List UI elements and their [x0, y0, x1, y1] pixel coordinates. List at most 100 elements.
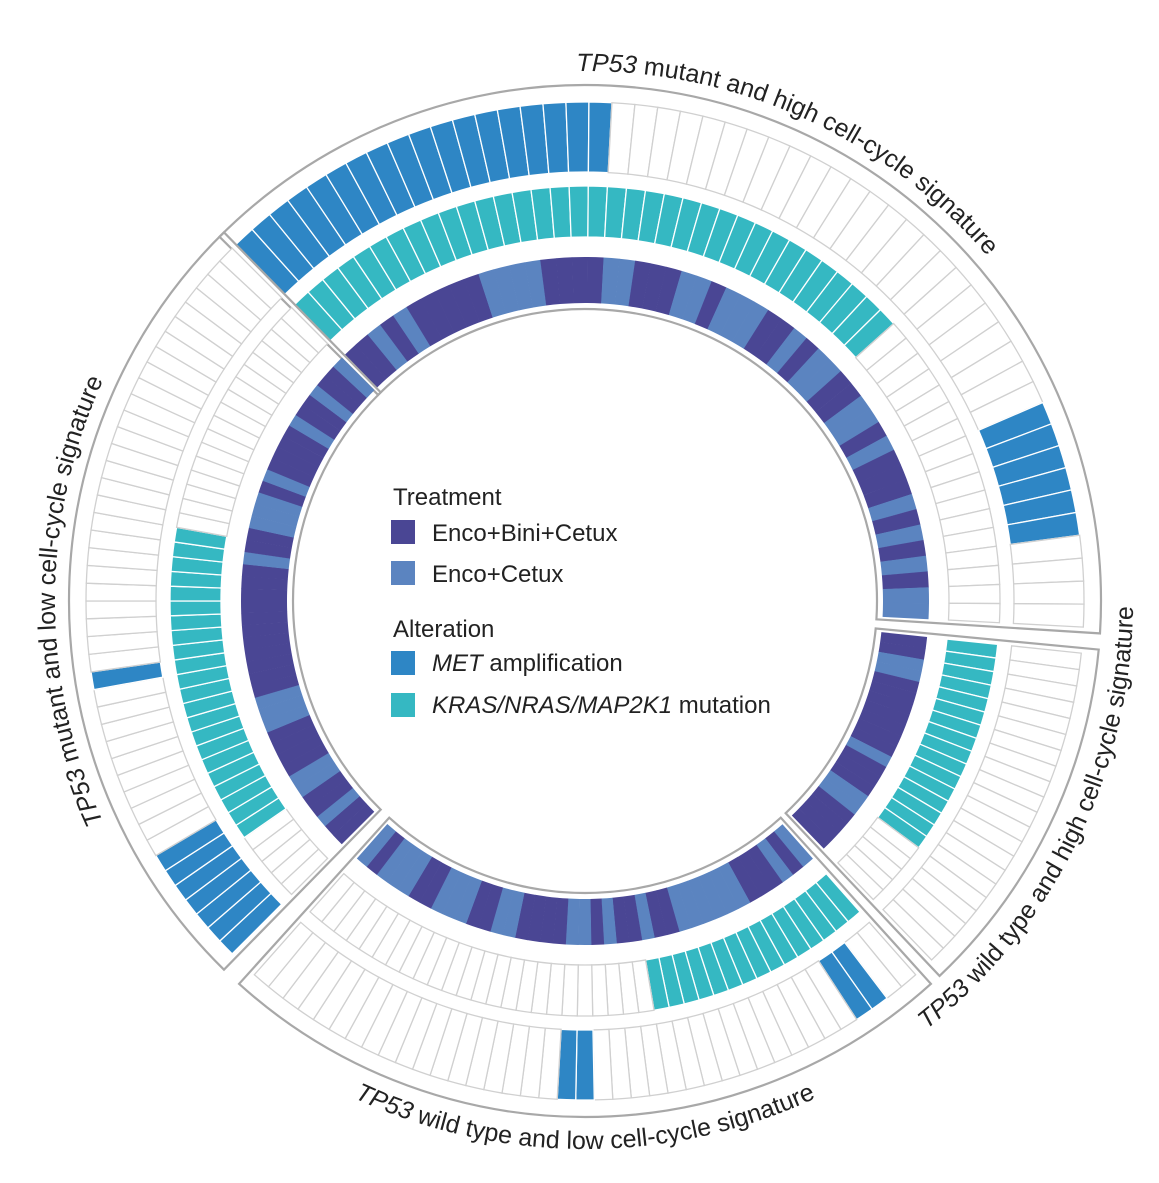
- treatment-cell: [258, 694, 306, 722]
- met-cell: [218, 247, 283, 310]
- treatment-cell: [882, 602, 929, 620]
- treatment-cell: [241, 576, 288, 591]
- group-segment-1: [217, 83, 1103, 635]
- treatment-cell: [645, 890, 668, 938]
- treatment-cell: [419, 862, 452, 909]
- group-outline: [217, 83, 1103, 635]
- treatment-cell: [355, 334, 397, 380]
- met-cell: [575, 1029, 595, 1101]
- treatment-cell: [687, 876, 716, 924]
- kras-cell: [169, 613, 223, 632]
- treatment-cell: [258, 480, 306, 507]
- treatment-cell: [731, 301, 769, 349]
- treatment-cell: [791, 808, 833, 849]
- treatment-cell: [514, 892, 536, 941]
- treatment-cell: [434, 285, 468, 334]
- treatment-cell: [755, 318, 795, 365]
- treatment-cell: [812, 786, 855, 824]
- group-outline: [67, 230, 383, 972]
- treatment-cell: [333, 803, 375, 845]
- treatment-cell: [406, 298, 443, 347]
- treatment-cell: [839, 421, 887, 458]
- treatment-cell: [241, 588, 288, 601]
- treatment-cell: [765, 831, 804, 876]
- legend-swatch-enco-bini-cetux: [391, 520, 415, 544]
- treatment-cell: [448, 279, 480, 328]
- treatment-cell: [708, 867, 740, 915]
- treatment-cell: [655, 266, 682, 316]
- treatment-cell: [797, 359, 842, 402]
- treatment-cell: [356, 824, 396, 867]
- treatment-cell: [262, 704, 310, 733]
- kras-cell: [576, 964, 594, 1017]
- treatment-cell: [244, 539, 292, 559]
- treatment-cell: [309, 384, 354, 423]
- treatment-cell: [881, 571, 929, 590]
- kras-cell: [549, 185, 572, 240]
- group-outline: [237, 816, 933, 1119]
- treatment-cell: [728, 856, 762, 903]
- treatment-cell: [527, 894, 547, 943]
- treatment-cell: [248, 515, 297, 538]
- treatment-cell: [376, 838, 414, 883]
- treatment-cell: [386, 844, 423, 890]
- treatment-cell: [840, 744, 887, 778]
- treatment-cell: [393, 306, 431, 354]
- treatment-cell: [333, 357, 375, 398]
- treatment-cell: [872, 509, 921, 535]
- legend-label-enco-cetux: Enco+Cetux: [432, 561, 563, 588]
- treatment-cell: [316, 787, 360, 827]
- kras-cell: [309, 872, 356, 923]
- treatment-cell: [666, 884, 692, 932]
- treatment-cell: [601, 897, 617, 945]
- treatment-cell: [420, 291, 455, 340]
- treatment-cell: [317, 375, 360, 415]
- met-cell: [882, 898, 945, 961]
- legend-label-enco-bini-cetux: Enco+Bini+Cetux: [432, 520, 617, 547]
- treatment-cell: [882, 587, 929, 604]
- legend-treatment-title: Treatment: [393, 484, 502, 511]
- treatment-cell: [777, 337, 819, 383]
- treatment-cell: [289, 752, 335, 787]
- treatment-cell: [835, 753, 881, 787]
- treatment-cell: [246, 653, 294, 675]
- treatment-cell: [493, 265, 520, 314]
- treatment-cell: [366, 831, 405, 875]
- treatment-cell: [698, 872, 728, 920]
- treatment-cell: [343, 344, 387, 389]
- kras-cell: [169, 585, 222, 602]
- treatment-cell: [254, 684, 303, 710]
- group-segment-3: [237, 816, 933, 1119]
- treatment-cell: [552, 897, 569, 945]
- treatment-cell: [880, 555, 928, 576]
- treatment-cell: [872, 671, 920, 694]
- treatment-cell: [277, 734, 324, 766]
- treatment-cell: [254, 492, 303, 518]
- treatment-cell: [858, 464, 907, 496]
- treatment-cell: [587, 257, 604, 304]
- treatment-cell: [805, 793, 848, 833]
- treatment-cell: [477, 884, 504, 932]
- treatment-cell: [241, 611, 288, 626]
- legend-swatch-met: [391, 651, 415, 675]
- treatment-cell: [634, 892, 655, 941]
- treatment-cell: [565, 898, 580, 945]
- treatment-cell: [295, 404, 341, 440]
- kras-cell: [947, 602, 1001, 624]
- treatment-cell: [540, 896, 558, 944]
- treatment-cell: [623, 894, 643, 943]
- legend-alteration-title: Alteration: [393, 616, 494, 643]
- treatment-cell: [251, 674, 300, 698]
- treatment-cell: [719, 294, 755, 342]
- treatment-cell: [267, 714, 314, 744]
- treatment-cell: [502, 890, 525, 938]
- treatment-cell: [858, 708, 906, 737]
- kras-cell: [836, 853, 884, 901]
- treatment-cell: [878, 539, 927, 562]
- legend-label-met-suffix: amplification: [483, 650, 623, 677]
- met-cell: [1012, 580, 1085, 605]
- treatment-cell: [309, 779, 353, 817]
- treatment-cell: [707, 287, 741, 336]
- treatment-cell: [324, 795, 367, 836]
